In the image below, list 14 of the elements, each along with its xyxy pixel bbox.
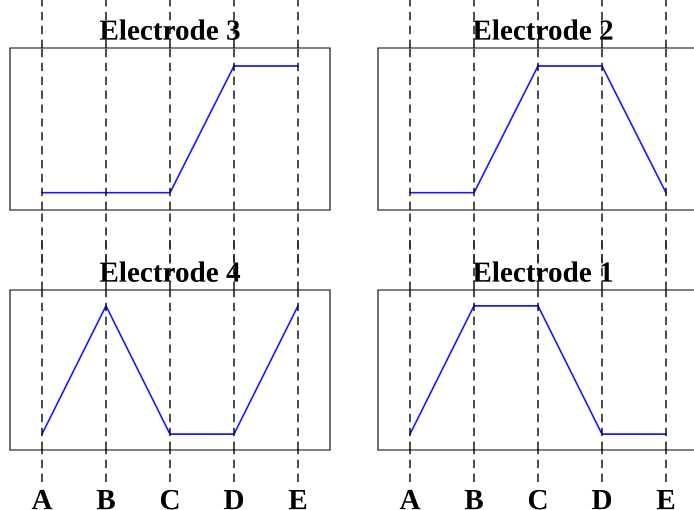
x-tick-label: E: [656, 490, 674, 510]
chart-title: Electrode 1: [472, 261, 612, 282]
x-tick-label: D: [224, 490, 244, 510]
x-tick-label: B: [464, 490, 483, 510]
x-tick-label: A: [400, 490, 420, 510]
chart-title: Electrode 4: [100, 261, 240, 282]
x-tick-label: C: [160, 490, 178, 510]
x-tick-label: B: [96, 490, 115, 510]
chart-title: Electrode 3: [100, 19, 240, 40]
x-tick-label: E: [288, 490, 306, 510]
x-tick-label: D: [592, 490, 612, 510]
chart-title: Electrode 2: [472, 19, 612, 40]
x-tick-label: C: [528, 490, 546, 510]
x-tick-label: A: [32, 490, 52, 510]
